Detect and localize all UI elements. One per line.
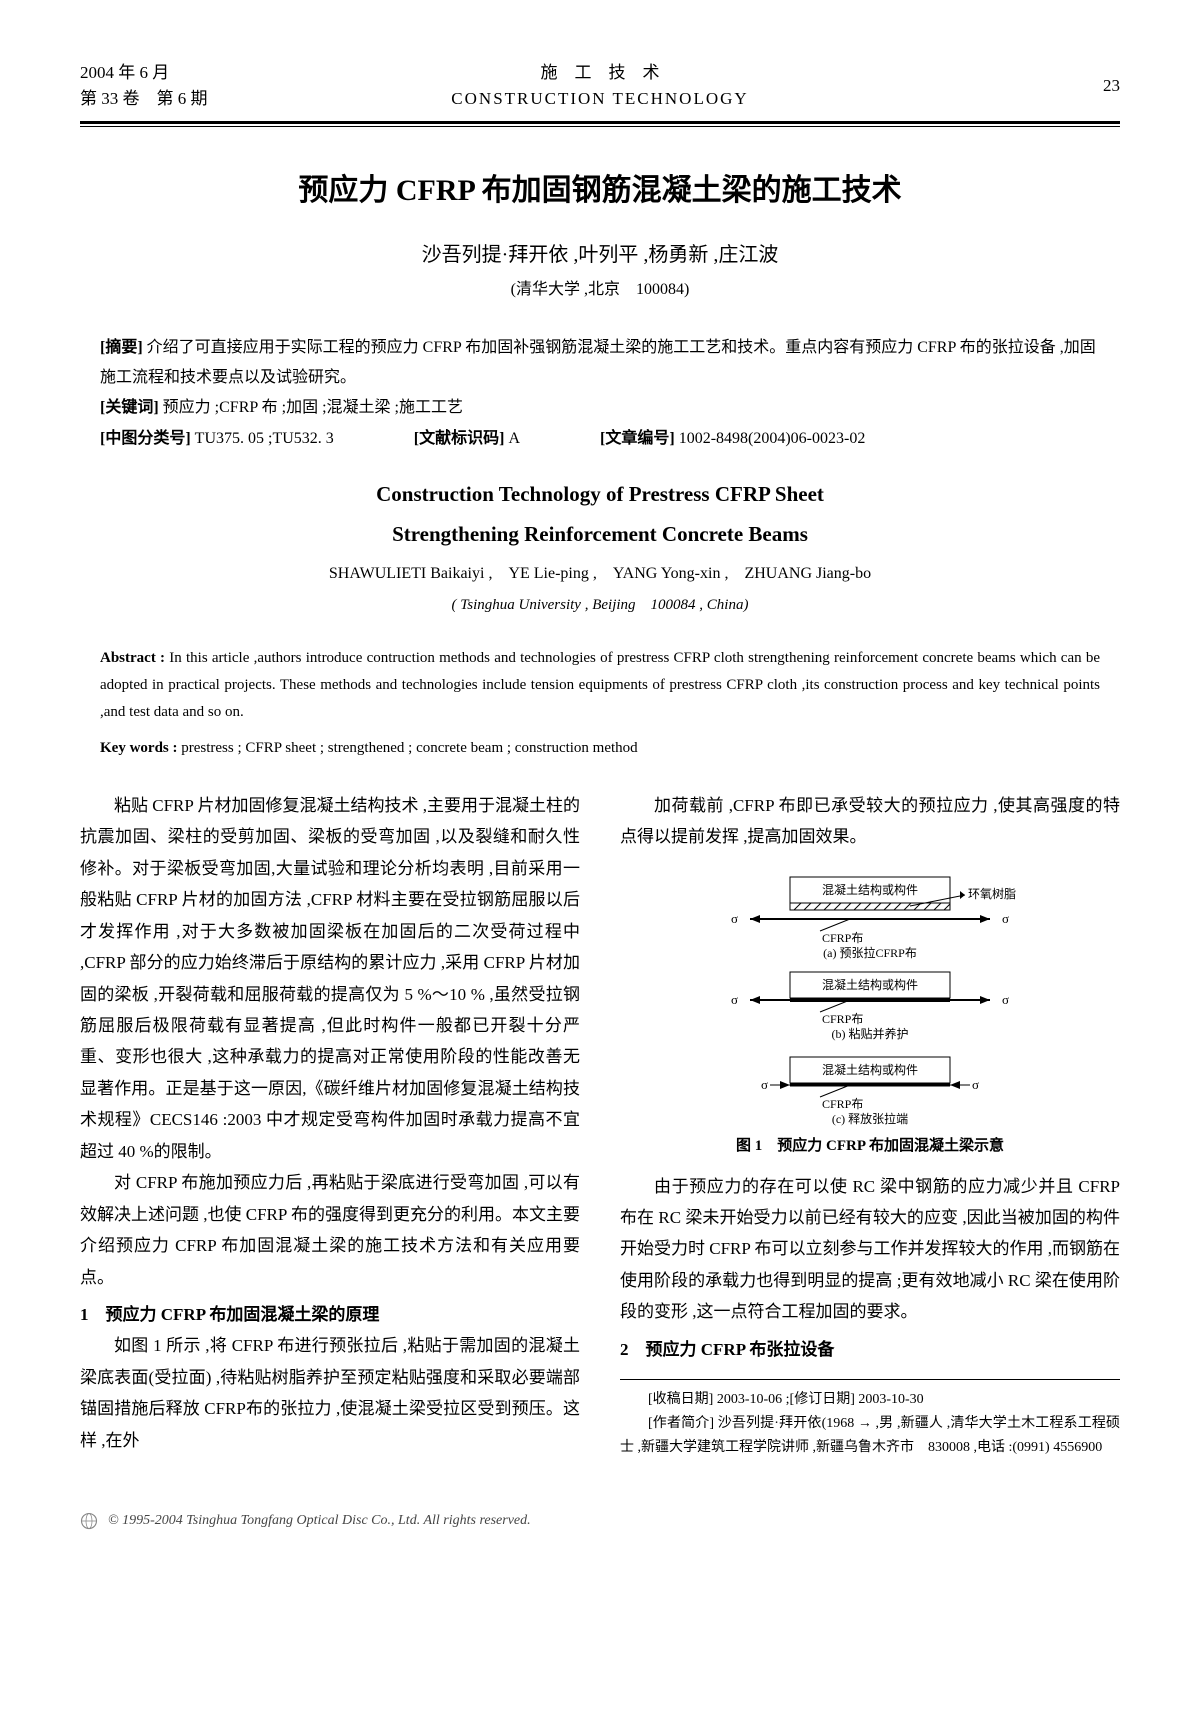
fig1-a-sigma-right: σ bbox=[1002, 911, 1009, 926]
left-p2: 对 CFRP 布施加预应力后 ,再粘贴于梁底进行受弯加固 ,可以有效解决上述问题… bbox=[80, 1167, 580, 1293]
fig1-sub-a: (a) 预张拉CFRP布 bbox=[823, 945, 917, 960]
doc-code-value: A bbox=[508, 430, 520, 447]
clc-label: [中图分类号] bbox=[100, 430, 191, 447]
fig1-b-cfrp-label: CFRP布 bbox=[822, 1012, 863, 1026]
body-columns: 粘贴 CFRP 片材加固修复混凝土结构技术 ,主要用于混凝土柱的抗震加固、梁柱的… bbox=[80, 790, 1120, 1460]
fig1-b-sigma-right: σ bbox=[1002, 992, 1009, 1007]
fig1-a-block-label: 混凝土结构或构件 bbox=[822, 882, 918, 897]
authors-en: SHAWULIETI Baikaiyi , YE Lie-ping , YANG… bbox=[80, 561, 1120, 587]
abstract-block-cn: [摘要] 介绍了可直接应用于实际工程的预应力 CFRP 布加固补强钢筋混凝土梁的… bbox=[100, 333, 1100, 455]
abstract-en: Abstract : In this article ,authors intr… bbox=[100, 645, 1100, 726]
affiliation-cn: (清华大学 ,北京 100084) bbox=[80, 277, 1120, 303]
title-cn: 预应力 CFRP 布加固钢筋混凝土梁的施工技术 bbox=[80, 167, 1120, 215]
journal-en: CONSTRUCTION TECHNOLOGY bbox=[80, 86, 1120, 112]
abstract-cn-label: [摘要] bbox=[100, 339, 143, 356]
section-2-heading: 2 预应力 CFRP 布张拉设备 bbox=[620, 1334, 1120, 1365]
left-column: 粘贴 CFRP 片材加固修复混凝土结构技术 ,主要用于混凝土柱的抗震加固、梁柱的… bbox=[80, 790, 580, 1460]
abstract-cn: [摘要] 介绍了可直接应用于实际工程的预应力 CFRP 布加固补强钢筋混凝土梁的… bbox=[100, 333, 1100, 394]
affiliation-en: ( Tsinghua University , Beijing 100084 ,… bbox=[80, 593, 1120, 617]
fig1-a-resin bbox=[790, 903, 950, 910]
keywords-cn-label: [关键词] bbox=[100, 399, 159, 416]
fig1-panel-b: 混凝土结构或构件 σ σ CFRP布 (b) 粘贴并养护 bbox=[731, 972, 1009, 1041]
figure-1: 混凝土结构或构件 bbox=[620, 867, 1120, 1161]
header-center: 施 工 技 术 CONSTRUCTION TECHNOLOGY bbox=[80, 60, 1120, 111]
article-id-value: 1002-8498(2004)06-0023-02 bbox=[679, 430, 866, 447]
fig1-sub-b: (b) 粘贴并养护 bbox=[832, 1026, 909, 1041]
right-p1: 加荷载前 ,CFRP 布即已承受较大的预拉应力 ,使其高强度的特点得以提前发挥 … bbox=[620, 790, 1120, 853]
page-header: 2004 年 6 月 第 33 卷 第 6 期 施 工 技 术 CONSTRUC… bbox=[80, 60, 1120, 111]
fig1-a-sigma-left: σ bbox=[731, 911, 738, 926]
fig1-b-block-label: 混凝土结构或构件 bbox=[822, 977, 918, 992]
fig1-c-cfrp-label: CFRP布 bbox=[822, 1097, 863, 1111]
page-number: 23 bbox=[1103, 72, 1120, 99]
article-id-label: [文章编号] bbox=[600, 430, 675, 447]
keywords-cn-text: 预应力 ;CFRP 布 ;加固 ;混凝土梁 ;施工工艺 bbox=[163, 399, 463, 416]
authors-cn: 沙吾列提·拜开依 ,叶列平 ,杨勇新 ,庄江波 bbox=[80, 239, 1120, 271]
title-en-line1: Construction Technology of Prestress CFR… bbox=[80, 478, 1120, 512]
footnotes: [收稿日期] 2003-10-06 ;[修订日期] 2003-10-30 [作者… bbox=[620, 1388, 1120, 1459]
article-id: [文章编号] 1002-8498(2004)06-0023-02 bbox=[600, 424, 865, 454]
figure-1-svg: 混凝土结构或构件 bbox=[710, 867, 1030, 1127]
left-p3: 如图 1 所示 ,将 CFRP 布进行预张拉后 ,粘贴于需加固的混凝土梁底表面(… bbox=[80, 1330, 580, 1456]
fig1-c-block-label: 混凝土结构或构件 bbox=[822, 1062, 918, 1077]
footnote-author-bio: [作者简介] 沙吾列提·拜开依(1968 → ,男 ,新疆人 ,清华大学土木工程… bbox=[620, 1412, 1120, 1460]
figure-1-caption: 图 1 预应力 CFRP 布加固混凝土梁示意 bbox=[620, 1133, 1120, 1161]
doc-code: [文献标识码] A bbox=[414, 424, 520, 454]
abstract-en-label: Abstract : bbox=[100, 650, 165, 666]
keywords-cn: [关键词] 预应力 ;CFRP 布 ;加固 ;混凝土梁 ;施工工艺 bbox=[100, 393, 1100, 423]
right-p2: 由于预应力的存在可以使 RC 梁中钢筋的应力减少并且 CFRP 布在 RC 梁未… bbox=[620, 1171, 1120, 1328]
fig1-b-sigma-left: σ bbox=[731, 992, 738, 1007]
clc: [中图分类号] TU375. 05 ;TU532. 3 bbox=[100, 424, 334, 454]
journal-cn: 施 工 技 术 bbox=[80, 60, 1120, 86]
copyright-line: © 1995-2004 Tsinghua Tongfang Optical Di… bbox=[80, 1510, 1120, 1532]
doc-code-label: [文献标识码] bbox=[414, 430, 505, 447]
keywords-en: Key words : prestress ; CFRP sheet ; str… bbox=[100, 736, 1100, 760]
right-column: 加荷载前 ,CFRP 布即已承受较大的预拉应力 ,使其高强度的特点得以提前发挥 … bbox=[620, 790, 1120, 1460]
keywords-en-text: prestress ; CFRP sheet ; strengthened ; … bbox=[181, 740, 637, 756]
fig1-c-sigma-left: σ bbox=[761, 1077, 768, 1092]
clc-value: TU375. 05 ;TU532. 3 bbox=[195, 430, 334, 447]
footnote-dates: [收稿日期] 2003-10-06 ;[修订日期] 2003-10-30 bbox=[620, 1388, 1120, 1412]
abstract-cn-text: 介绍了可直接应用于实际工程的预应力 CFRP 布加固补强钢筋混凝土梁的施工工艺和… bbox=[100, 339, 1096, 386]
fig1-a-cfrp-label: CFRP布 bbox=[822, 931, 863, 945]
fig1-panel-c: 混凝土结构或构件 σ σ CFRP布 (c) 释放张拉端 bbox=[761, 1057, 979, 1126]
section-1-heading: 1 预应力 CFRP 布加固混凝土梁的原理 bbox=[80, 1299, 580, 1330]
header-rule-thin bbox=[80, 126, 1120, 127]
keywords-en-label: Key words : bbox=[100, 740, 178, 756]
header-rule-thick bbox=[80, 121, 1120, 124]
fig1-c-sigma-right: σ bbox=[972, 1077, 979, 1092]
fig1-a-resin-label: 环氧树脂 bbox=[968, 886, 1016, 901]
title-en-line2: Strengthening Reinforcement Concrete Bea… bbox=[80, 518, 1120, 552]
globe-icon bbox=[80, 1512, 98, 1530]
fig1-panel-a: 混凝土结构或构件 bbox=[731, 877, 1016, 960]
footnote-rule bbox=[620, 1379, 1120, 1380]
classification-row: [中图分类号] TU375. 05 ;TU532. 3 [文献标识码] A [文… bbox=[100, 424, 1100, 454]
fig1-sub-c: (c) 释放张拉端 bbox=[832, 1111, 908, 1126]
abstract-en-text: In this article ,authors introduce contr… bbox=[100, 650, 1100, 720]
copyright-text: © 1995-2004 Tsinghua Tongfang Optical Di… bbox=[108, 1510, 531, 1532]
left-p1: 粘贴 CFRP 片材加固修复混凝土结构技术 ,主要用于混凝土柱的抗震加固、梁柱的… bbox=[80, 790, 580, 1167]
